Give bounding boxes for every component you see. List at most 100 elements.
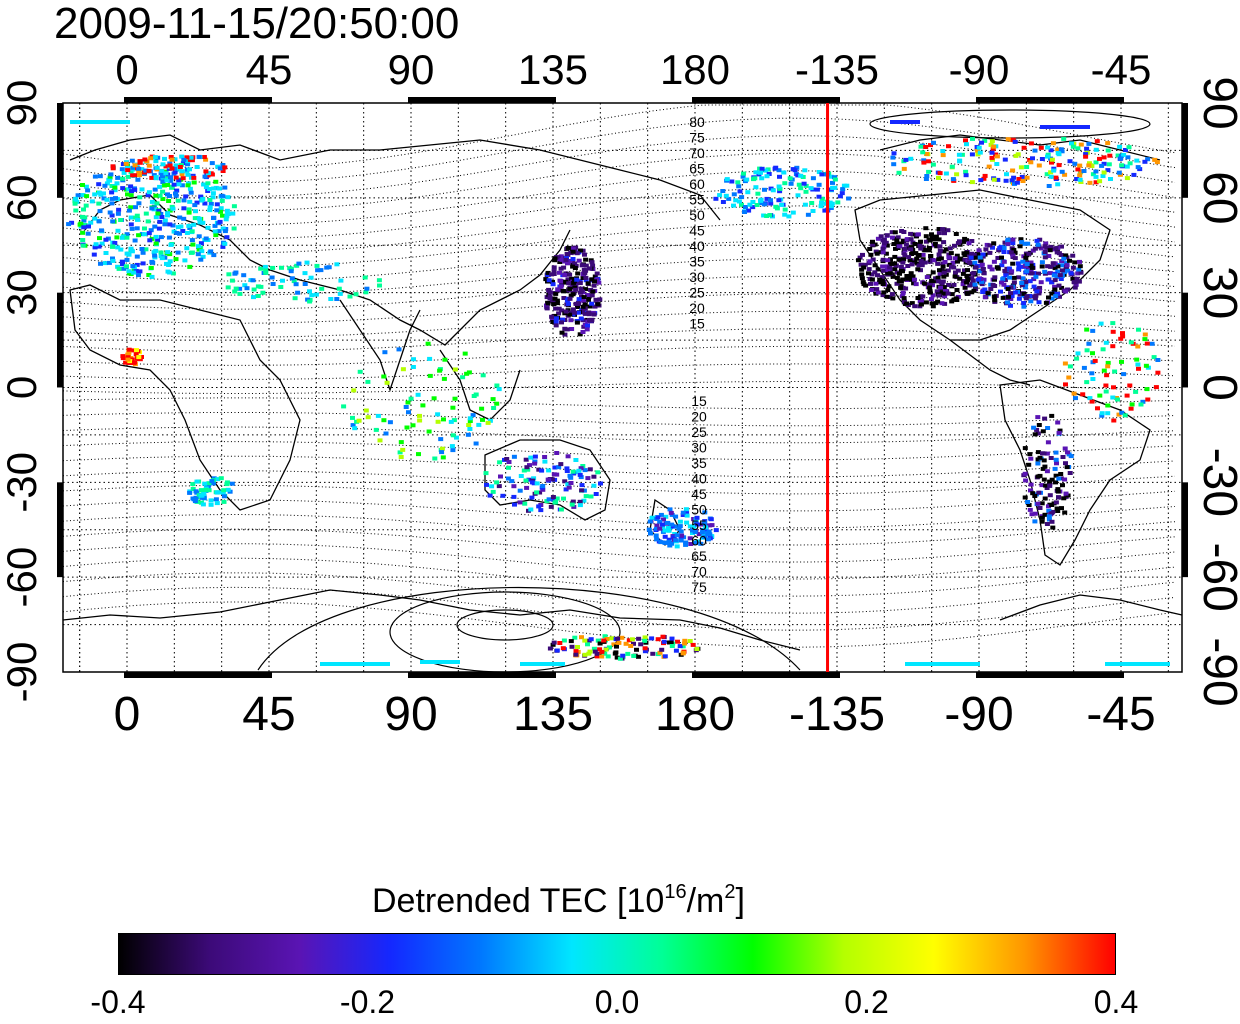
- bottom-bar-segment: [411, 672, 553, 678]
- tec-point: [432, 456, 438, 461]
- tec-point: [1143, 363, 1149, 368]
- tec-point: [911, 258, 917, 263]
- tec-point: [1057, 294, 1062, 299]
- tec-point: [588, 637, 594, 642]
- tec-point: [190, 482, 196, 487]
- tec-point: [1042, 416, 1048, 421]
- tec-point: [506, 460, 512, 464]
- tec-point: [362, 275, 368, 280]
- tec-point: [880, 250, 886, 255]
- tec-point: [1054, 250, 1060, 255]
- tec-point: [1041, 451, 1047, 456]
- tec-point: [720, 200, 726, 204]
- colorbar-title: Detrended TEC [1016/m2]: [372, 881, 745, 920]
- tec-point: [758, 170, 763, 175]
- tec-point: [729, 179, 735, 184]
- tec-point: [579, 635, 584, 640]
- tec-point: [509, 479, 515, 484]
- tec-point: [1027, 158, 1033, 162]
- tec-point: [211, 186, 217, 191]
- tec-point: [1080, 392, 1086, 397]
- tec-point: [616, 640, 622, 645]
- tec-point: [160, 197, 166, 201]
- tec-point: [473, 441, 479, 446]
- tec-point: [923, 239, 929, 244]
- tec-point: [1032, 519, 1038, 524]
- tec-point: [805, 212, 811, 217]
- tec-point: [694, 522, 700, 527]
- tec-point: [1010, 168, 1016, 173]
- tec-point: [1004, 172, 1009, 177]
- tec-point: [494, 401, 500, 406]
- tec-point: [583, 494, 589, 499]
- tec-point: [166, 199, 172, 203]
- tec-point: [219, 193, 225, 198]
- tec-point: [556, 465, 562, 470]
- tec-point: [166, 235, 172, 240]
- tec-point: [1142, 159, 1148, 164]
- tec-point: [912, 304, 918, 309]
- tec-point: [83, 184, 89, 189]
- tec-point: [528, 455, 534, 460]
- tec-point: [212, 229, 218, 234]
- tec-point: [737, 189, 743, 194]
- tec-point: [215, 477, 221, 482]
- tec-point: [137, 159, 143, 164]
- tec-point: [1098, 321, 1104, 326]
- tec-point: [879, 278, 885, 283]
- tec-point: [881, 237, 887, 242]
- tec-point: [241, 273, 247, 278]
- tec-point: [937, 171, 943, 176]
- tec-point: [1127, 161, 1133, 166]
- tec-point: [631, 641, 636, 646]
- tec-point: [773, 165, 779, 170]
- tec-point: [1069, 141, 1074, 146]
- tec-point: [592, 274, 598, 279]
- tec-point: [989, 267, 995, 272]
- tec-point: [1008, 285, 1014, 290]
- tec-point: [496, 387, 502, 392]
- tec-point: [930, 162, 936, 167]
- tec-point: [542, 459, 548, 464]
- tec-point: [1028, 299, 1034, 304]
- tec-point: [1027, 294, 1033, 298]
- tec-point: [816, 182, 822, 187]
- tec-point: [1057, 428, 1063, 433]
- tec-point: [939, 290, 945, 295]
- tec-point: [1028, 141, 1034, 146]
- tec-point: [567, 272, 573, 277]
- tec-point: [936, 227, 942, 231]
- tec-point: [563, 257, 569, 262]
- tec-point: [153, 215, 159, 220]
- tec-point: [210, 191, 216, 196]
- tec-point: [532, 454, 538, 459]
- tec-point: [932, 242, 938, 246]
- tec-point: [125, 192, 130, 197]
- tec-point: [551, 497, 557, 502]
- tec-point: [955, 268, 961, 273]
- tec-point: [577, 503, 583, 508]
- tec-point: [953, 270, 958, 275]
- tec-point: [1010, 137, 1016, 142]
- tec-point: [702, 510, 708, 515]
- tec-point: [96, 244, 102, 249]
- tec-point: [1072, 285, 1078, 290]
- tec-point: [690, 642, 696, 647]
- coastline-path: [69, 134, 721, 221]
- tec-point: [1035, 242, 1041, 247]
- tec-point: [148, 228, 154, 233]
- tec-point: [602, 651, 608, 656]
- right-bar-segment: [1182, 292, 1188, 388]
- tec-point: [1047, 248, 1053, 253]
- tec-point: [92, 192, 98, 197]
- tec-point: [661, 639, 667, 644]
- tec-point: [142, 157, 148, 162]
- tec-point: [78, 221, 84, 226]
- tec-point: [196, 154, 202, 159]
- tec-point: [225, 285, 231, 290]
- tec-point: [112, 188, 118, 193]
- tec-point: [222, 229, 228, 234]
- tec-point: [187, 226, 193, 230]
- tec-point: [594, 271, 600, 276]
- tec-point: [208, 498, 214, 503]
